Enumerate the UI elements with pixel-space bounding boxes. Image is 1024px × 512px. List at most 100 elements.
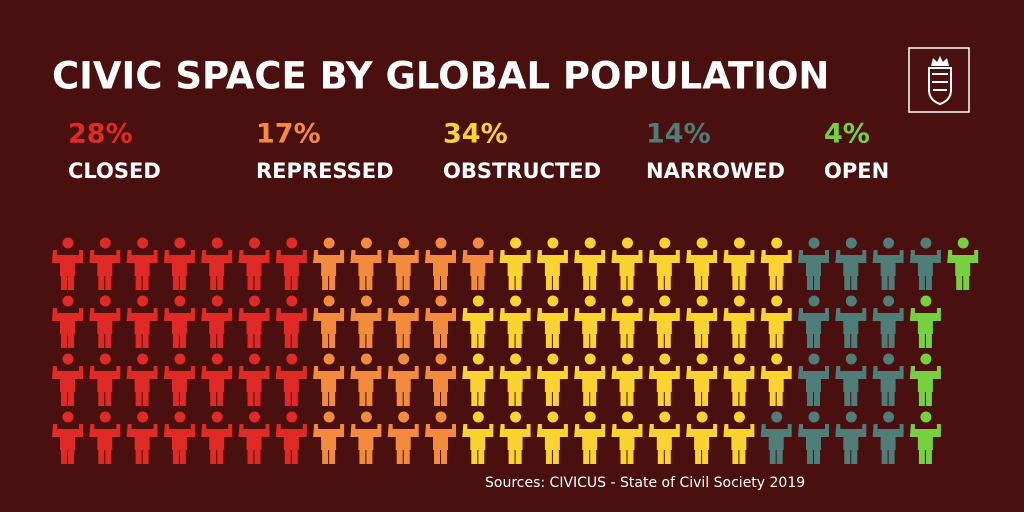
- category-label: OBSTRUCTED: [443, 159, 601, 183]
- person-icon: [909, 411, 941, 464]
- person-icon: [126, 237, 158, 290]
- person-icon: [462, 295, 494, 348]
- percent-label: 28%: [68, 119, 133, 150]
- person-icon: [425, 237, 456, 290]
- person-icon: [462, 353, 494, 406]
- person-icon: [686, 237, 718, 290]
- person-icon: [798, 353, 829, 406]
- person-icon: [462, 411, 494, 464]
- person-icon: [835, 411, 867, 464]
- person-icon: [350, 237, 382, 290]
- person-icon: [760, 237, 792, 290]
- person-icon: [909, 237, 941, 290]
- logo: [908, 47, 970, 113]
- person-icon: [872, 295, 904, 348]
- person-icon: [275, 353, 307, 406]
- person-icon: [275, 295, 307, 348]
- person-icon: [499, 237, 531, 290]
- person-icon: [536, 295, 568, 348]
- person-icon: [425, 353, 456, 406]
- person-icon: [835, 295, 867, 348]
- person-icon: [872, 237, 904, 290]
- person-icon: [387, 411, 419, 464]
- person-icon: [723, 411, 755, 464]
- person-icon: [275, 411, 307, 464]
- person-icon: [126, 353, 158, 406]
- person-icon: [201, 411, 233, 464]
- person-icon: [499, 411, 531, 464]
- person-icon: [760, 411, 792, 464]
- category-label: REPRESSED: [256, 159, 394, 183]
- person-icon: [611, 295, 643, 348]
- person-icon: [52, 295, 83, 348]
- person-icon: [798, 295, 829, 348]
- person-icon: [686, 295, 718, 348]
- person-icon: [89, 237, 121, 290]
- person-icon: [313, 237, 345, 290]
- person-icon: [462, 237, 494, 290]
- title: CIVIC SPACE BY GLOBAL POPULATION: [52, 55, 829, 98]
- person-icon: [313, 295, 345, 348]
- person-icon: [947, 237, 979, 290]
- person-icon: [835, 353, 867, 406]
- person-icon: [238, 353, 270, 406]
- person-icon: [686, 353, 718, 406]
- person-icon: [872, 353, 904, 406]
- person-icon: [387, 353, 419, 406]
- person-icon: [350, 295, 382, 348]
- person-icon: [89, 295, 121, 348]
- person-icon: [798, 237, 829, 290]
- person-icon: [313, 411, 345, 464]
- person-icon: [574, 237, 606, 290]
- person-icon: [499, 295, 531, 348]
- person-icon: [909, 353, 941, 406]
- person-icon: [798, 411, 829, 464]
- person-icon: [835, 237, 867, 290]
- person-icon: [574, 353, 606, 406]
- category-label: CLOSED: [68, 159, 161, 183]
- person-icon: [126, 295, 158, 348]
- person-icon: [723, 237, 755, 290]
- person-icon: [425, 411, 456, 464]
- person-icon: [611, 353, 643, 406]
- person-icon: [238, 411, 270, 464]
- person-icon: [52, 411, 83, 464]
- person-icon: [350, 411, 382, 464]
- person-icon: [499, 353, 531, 406]
- person-icon: [89, 411, 121, 464]
- person-icon: [611, 411, 643, 464]
- source: Sources: CIVICUS - State of Civil Societ…: [485, 475, 805, 491]
- person-icon: [536, 353, 568, 406]
- person-icon: [760, 295, 792, 348]
- person-icon: [909, 295, 941, 348]
- person-icon: [387, 295, 419, 348]
- person-icon: [648, 295, 680, 348]
- person-icon: [648, 411, 680, 464]
- person-icon: [350, 353, 382, 406]
- percent-label: 14%: [646, 119, 711, 150]
- person-icon: [52, 353, 83, 406]
- person-icon: [163, 295, 195, 348]
- person-icon: [574, 411, 606, 464]
- person-icon: [89, 353, 121, 406]
- person-icon: [163, 237, 195, 290]
- percent-label: 34%: [443, 119, 508, 150]
- person-icon: [574, 295, 606, 348]
- person-icon: [201, 237, 233, 290]
- person-icon: [872, 411, 904, 464]
- category-label: OPEN: [824, 159, 889, 183]
- person-icon: [387, 237, 419, 290]
- person-icon: [201, 353, 233, 406]
- person-icon: [648, 237, 680, 290]
- person-icon: [275, 237, 307, 290]
- person-icon: [723, 295, 755, 348]
- person-icon: [536, 411, 568, 464]
- person-icon: [52, 237, 83, 290]
- person-icon: [201, 295, 233, 348]
- person-icon: [536, 237, 568, 290]
- person-icon: [126, 411, 158, 464]
- person-icon: [648, 353, 680, 406]
- category-label: NARROWED: [646, 159, 785, 183]
- person-icon: [760, 353, 792, 406]
